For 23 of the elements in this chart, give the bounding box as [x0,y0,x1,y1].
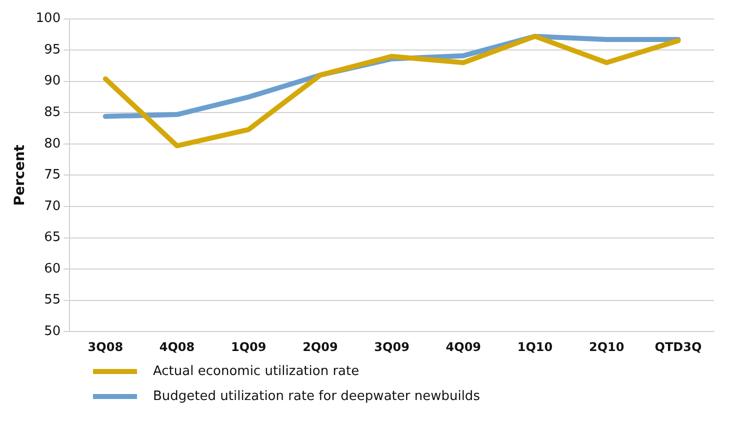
legend-label: Budgeted utilization rate for deepwater newbuilds [153,389,480,404]
x-tick-label: 4Q08 [159,340,195,354]
x-tick-label: 4Q09 [446,340,482,354]
y-tick-label: 90 [44,74,61,89]
y-tick-label: 50 [44,324,61,339]
y-tick-label: 85 [44,105,61,120]
legend-label: Actual economic utilization rate [153,364,360,379]
x-tick-label: 3Q08 [88,340,124,354]
x-tick-label: 2Q09 [302,340,338,354]
y-tick-label: 65 [44,230,61,246]
y-tick-label: 80 [44,136,61,152]
y-tick-label: 95 [44,42,61,58]
y-tick-label: 55 [44,292,61,308]
y-tick-label: 70 [44,198,61,214]
x-tick-label: QTD3Q [654,340,702,354]
x-tick-label: 3Q09 [374,340,410,354]
y-axis-title: Percent [12,144,28,206]
y-tick-label: 100 [36,11,61,26]
x-tick-label: 1Q10 [517,340,553,354]
y-tick-label: 60 [44,261,61,276]
y-tick-label: 75 [44,168,61,183]
x-tick-label: 1Q09 [230,340,266,354]
x-tick-label: 2Q10 [588,340,624,354]
